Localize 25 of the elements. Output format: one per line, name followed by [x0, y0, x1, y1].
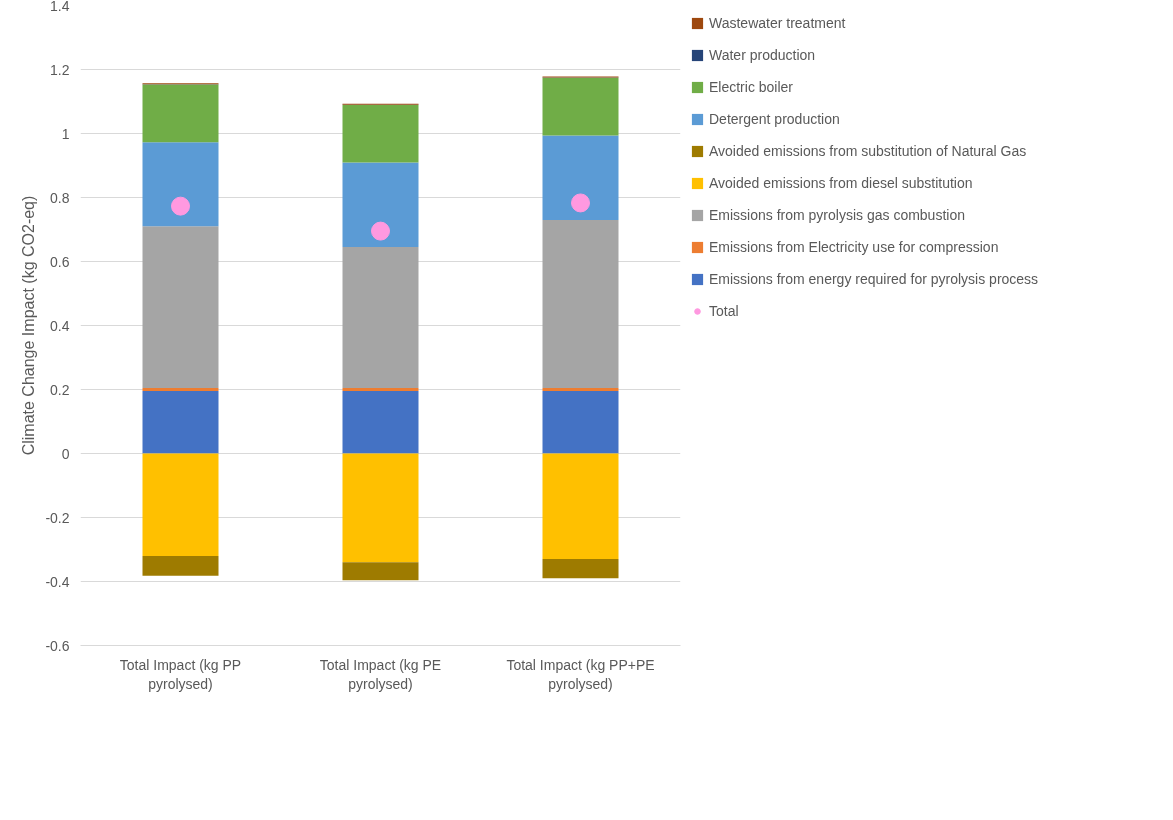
y-tick-label: 0.2	[50, 381, 70, 398]
y-tick-label: -0.4	[45, 573, 70, 590]
legend-label: Wastewater treatment	[709, 15, 846, 31]
y-tick-label: 0.8	[50, 189, 70, 206]
legend-label: Emissions from pyrolysis gas combustion	[709, 207, 965, 223]
legend-label: Water production	[709, 47, 816, 63]
y-axis-title: Climate Change Impact (kg CO2-eq)	[20, 195, 38, 456]
legend-label: Electric boiler	[709, 79, 794, 95]
x-tick-label: Total Impact (kg PE pyrolysed)	[319, 656, 442, 692]
y-tick-label: 1.4	[50, 0, 70, 14]
legend-label: Total	[709, 303, 739, 319]
y-tick-label: 0.6	[50, 253, 70, 270]
legend-label: Emissions from energy required for pyrolysis process	[709, 271, 1039, 287]
legend-label: Avoided emissions from diesel substitution	[709, 175, 973, 191]
legend-label: Emissions from Electricity use for compression	[709, 239, 999, 255]
y-tick-label: 1.2	[50, 61, 70, 78]
legend-label: Avoided emissions from substitution of Natural Gas	[709, 143, 1027, 159]
x-tick-label: Total Impact (kg PP pyrolysed)	[119, 656, 242, 692]
y-tick-label: -0.6	[45, 637, 70, 654]
legend-label: Detergent production	[709, 111, 840, 127]
y-tick-label: 0.4	[50, 317, 70, 334]
x-tick-label: Total Impact (kg PP+PE pyrolysed)	[506, 656, 655, 692]
y-tick-label: 1	[61, 125, 70, 142]
y-tick-label: 0	[61, 445, 70, 462]
y-tick-label: -0.2	[45, 509, 70, 526]
